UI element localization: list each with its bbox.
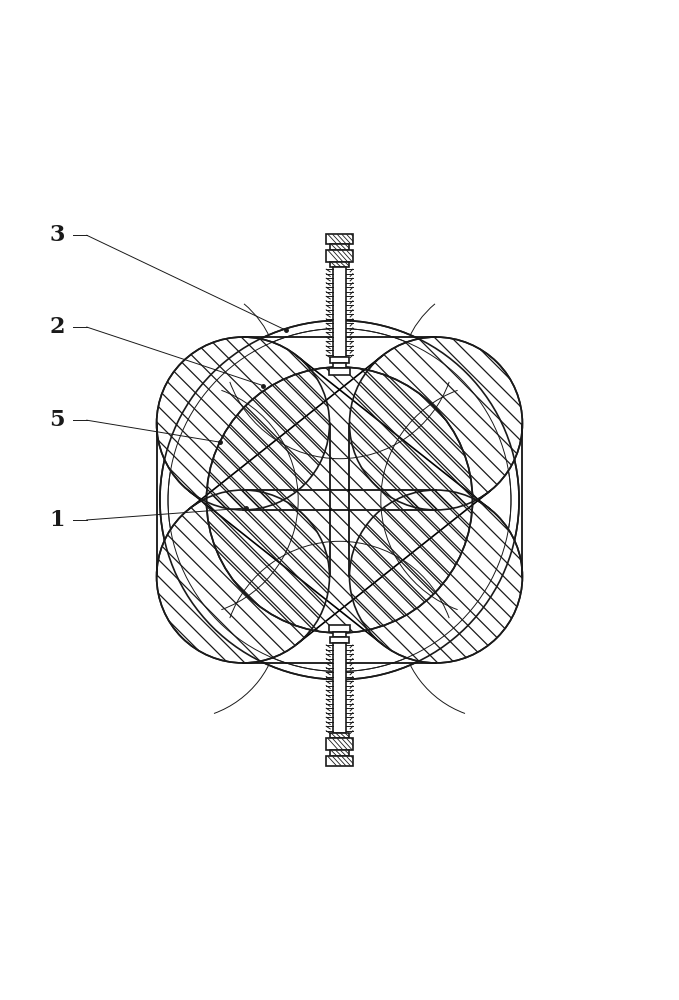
- Bar: [329, 733, 350, 738]
- Bar: [326, 738, 353, 750]
- Text: 2: 2: [49, 316, 65, 338]
- Bar: [326, 756, 353, 766]
- Bar: [333, 267, 346, 357]
- Bar: [329, 262, 350, 267]
- Bar: [329, 625, 350, 632]
- Text: 3: 3: [49, 224, 65, 246]
- Bar: [329, 368, 350, 375]
- Circle shape: [157, 337, 329, 510]
- Circle shape: [206, 367, 473, 633]
- Bar: [330, 357, 349, 363]
- Text: 5: 5: [49, 409, 65, 431]
- Circle shape: [157, 490, 329, 663]
- Circle shape: [350, 337, 522, 510]
- Circle shape: [350, 490, 522, 663]
- Bar: [326, 250, 353, 262]
- Bar: [329, 244, 350, 250]
- Bar: [333, 643, 346, 733]
- Text: 1: 1: [49, 509, 65, 531]
- Circle shape: [160, 320, 519, 680]
- Bar: [326, 234, 353, 244]
- Bar: [333, 632, 346, 637]
- Bar: [333, 363, 346, 368]
- Bar: [329, 750, 350, 756]
- Bar: [330, 637, 349, 643]
